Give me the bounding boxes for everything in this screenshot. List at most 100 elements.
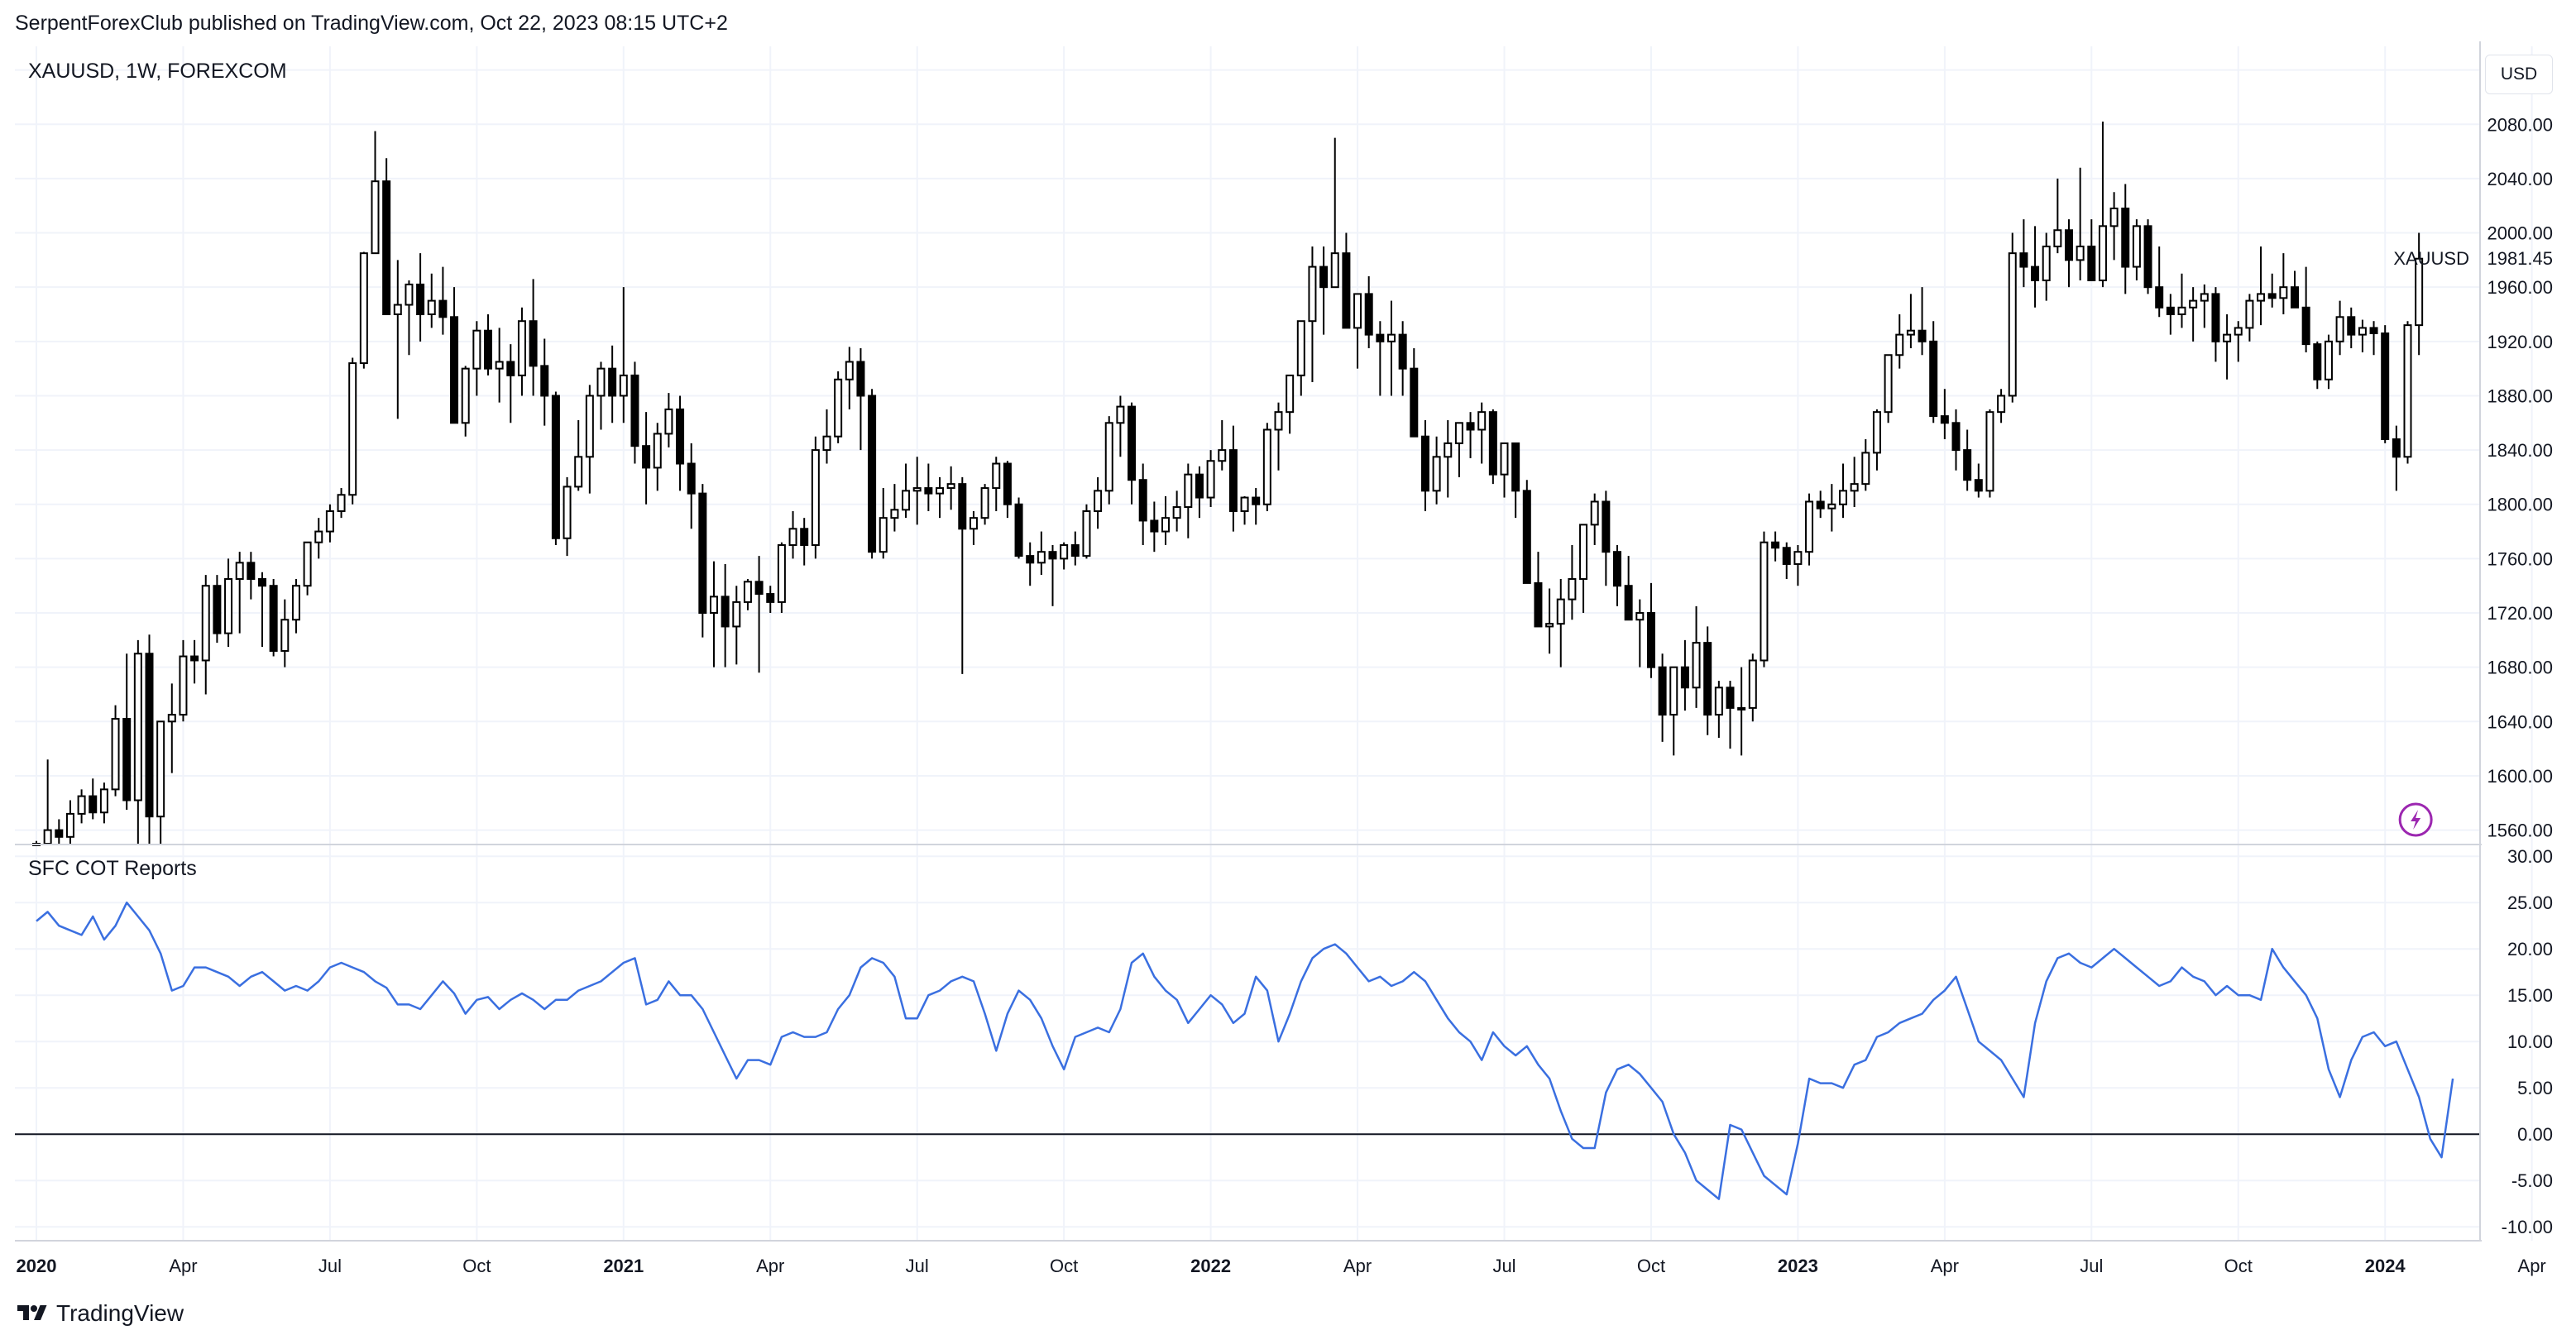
candle[interactable] — [1466, 412, 1475, 458]
candle[interactable] — [122, 653, 132, 810]
candle[interactable] — [1444, 420, 1453, 498]
candle[interactable] — [438, 266, 448, 335]
candle[interactable] — [1692, 605, 1701, 708]
candle[interactable] — [924, 463, 933, 511]
candle[interactable] — [65, 800, 74, 844]
candle[interactable] — [2031, 226, 2040, 308]
candle[interactable] — [822, 409, 831, 464]
candle[interactable] — [2121, 184, 2130, 294]
candle[interactable] — [1195, 466, 1204, 519]
candle[interactable] — [1161, 495, 1170, 545]
candle[interactable] — [1556, 579, 1565, 668]
candle[interactable] — [1240, 495, 1249, 525]
candle[interactable] — [1387, 300, 1396, 396]
candle[interactable] — [834, 371, 843, 443]
candle[interactable] — [958, 476, 967, 674]
candle[interactable] — [710, 561, 718, 668]
candle[interactable] — [1827, 484, 1836, 532]
candle[interactable] — [371, 131, 380, 255]
candle[interactable] — [133, 639, 142, 844]
symbol-legend[interactable]: XAUUSD, 1W, FOREXCOM — [28, 60, 287, 83]
candle[interactable] — [2267, 273, 2277, 308]
candle[interactable] — [1308, 246, 1317, 383]
candle[interactable] — [2155, 246, 2164, 318]
candle[interactable] — [1963, 429, 1972, 491]
candle[interactable] — [1850, 457, 1859, 508]
candle[interactable] — [664, 393, 673, 447]
candle[interactable] — [2019, 219, 2028, 288]
candle[interactable] — [2200, 284, 2209, 328]
candle[interactable] — [1951, 409, 1961, 471]
candle[interactable] — [1082, 504, 1091, 559]
candle[interactable] — [1861, 438, 1870, 491]
candle[interactable] — [1070, 531, 1080, 566]
candle[interactable] — [382, 158, 391, 315]
candle[interactable] — [1737, 667, 1746, 756]
candle[interactable] — [1613, 544, 1621, 606]
candle[interactable] — [2358, 319, 2367, 352]
candle[interactable] — [2053, 178, 2062, 254]
candle[interactable] — [1454, 422, 1463, 477]
candle[interactable] — [811, 436, 820, 559]
candle[interactable] — [1658, 653, 1667, 742]
candle[interactable] — [1624, 556, 1633, 621]
candle[interactable] — [291, 579, 300, 634]
candle[interactable] — [1128, 402, 1137, 505]
currency-button[interactable]: USD — [2485, 55, 2553, 94]
candle[interactable] — [1477, 402, 1487, 464]
candle[interactable] — [325, 504, 334, 543]
candle[interactable] — [2257, 246, 2266, 326]
candle[interactable] — [247, 552, 256, 600]
candle[interactable] — [788, 510, 797, 559]
candle[interactable] — [1997, 389, 2006, 423]
candle[interactable] — [314, 518, 323, 559]
candle[interactable] — [1014, 497, 1023, 559]
candle[interactable] — [1579, 524, 1588, 614]
candle[interactable] — [55, 819, 64, 844]
candle[interactable] — [1805, 493, 1814, 566]
candle[interactable] — [698, 484, 707, 638]
candle[interactable] — [845, 347, 854, 409]
candle[interactable] — [1330, 137, 1339, 289]
candle[interactable] — [2301, 266, 2310, 352]
candle[interactable] — [936, 476, 944, 519]
candle[interactable] — [2008, 232, 2017, 403]
candle[interactable] — [77, 789, 86, 824]
candle[interactable] — [1048, 544, 1057, 606]
candle[interactable] — [1060, 542, 1069, 570]
candle[interactable] — [224, 558, 233, 648]
cot-line-series[interactable] — [15, 901, 2480, 1200]
candle[interactable] — [427, 273, 436, 328]
candle[interactable] — [517, 307, 526, 396]
candle[interactable] — [2324, 334, 2333, 390]
candle[interactable] — [269, 579, 278, 657]
candle[interactable] — [902, 463, 911, 519]
candle[interactable] — [1646, 582, 1655, 678]
indicator-legend[interactable]: SFC COT Reports — [28, 857, 197, 880]
candle[interactable] — [596, 361, 606, 430]
candle[interactable] — [2415, 232, 2424, 356]
candle[interactable] — [800, 518, 809, 566]
candle[interactable] — [1726, 681, 1735, 749]
candle[interactable] — [1839, 463, 1847, 519]
candle[interactable] — [179, 639, 188, 722]
candle[interactable] — [1037, 531, 1046, 576]
candle[interactable] — [1138, 463, 1147, 545]
candle[interactable] — [1602, 490, 1611, 586]
candle[interactable] — [754, 556, 764, 673]
candle[interactable] — [280, 599, 290, 668]
candle[interactable] — [450, 287, 459, 424]
candle[interactable] — [1918, 287, 1927, 356]
candle[interactable] — [868, 389, 877, 559]
candle[interactable] — [879, 488, 888, 559]
candle[interactable] — [2392, 425, 2401, 491]
candle[interactable] — [2132, 219, 2141, 280]
candle[interactable] — [1432, 436, 1441, 505]
candle[interactable] — [2109, 192, 2119, 261]
candle[interactable] — [1782, 542, 1791, 579]
candle[interactable] — [1206, 450, 1215, 508]
candle[interactable] — [201, 575, 210, 695]
candle[interactable] — [156, 720, 165, 844]
candle[interactable] — [1116, 395, 1125, 457]
candle[interactable] — [1296, 320, 1305, 396]
